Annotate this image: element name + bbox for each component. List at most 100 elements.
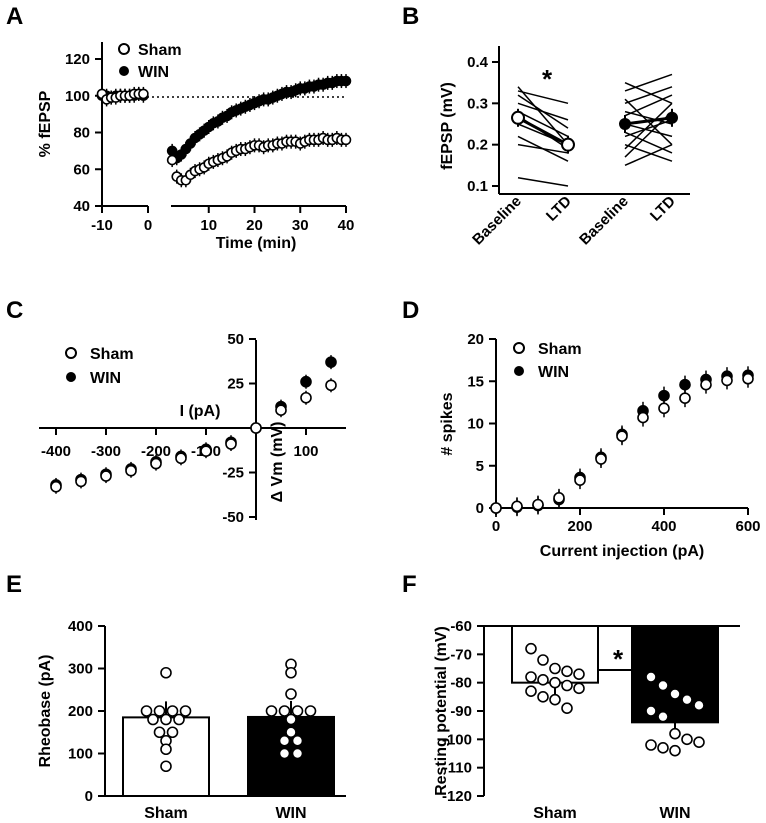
b-sham-pair-line	[517, 94, 569, 129]
c-legend-sham: Sham	[90, 346, 134, 363]
f-data-point	[657, 742, 669, 754]
c-x-tick-label: -200	[141, 443, 171, 460]
d-point-sham	[616, 430, 628, 442]
a-x-tick-label: 20	[246, 217, 263, 234]
e-data-point	[160, 760, 172, 773]
e-data-point	[278, 705, 291, 717]
f-data-point	[561, 702, 573, 714]
b-sham-mean-line	[517, 116, 569, 146]
b-sham-pair-line	[517, 90, 569, 105]
f-data-point	[645, 739, 657, 751]
f-category-sham: Sham	[533, 805, 577, 822]
f-data-point	[573, 682, 585, 695]
c-point-sham	[200, 445, 212, 457]
a-point-win	[340, 75, 352, 87]
e-data-point	[166, 726, 179, 739]
c-point-sham	[250, 422, 262, 434]
e-data-point	[291, 747, 304, 760]
f-y-tick-label: -70	[450, 646, 472, 663]
f-data-point	[537, 654, 549, 666]
c-y-tick-label: -25	[222, 465, 244, 482]
f-data-point	[645, 671, 657, 683]
b-win-pair-line	[624, 123, 673, 138]
d-y-tick-label: 5	[476, 458, 484, 475]
d-point-win	[658, 389, 670, 402]
c-points	[50, 355, 337, 494]
f-significance-star: *	[613, 644, 624, 674]
b-sham-mean-point	[561, 137, 575, 152]
b-win-pair-line	[624, 102, 673, 150]
b-y-tick-label: 0.1	[467, 178, 488, 195]
f-data-point	[525, 685, 537, 697]
e-y-tick-label: 400	[68, 618, 93, 635]
f-data-point	[573, 668, 585, 680]
d-point-sham	[721, 374, 733, 387]
e-category-sham: Sham	[144, 805, 188, 822]
e-data-point	[140, 705, 153, 717]
e-data-point	[160, 713, 172, 726]
e-y-tick-label: 100	[68, 746, 93, 763]
f-y-label: Resting potential (mV)	[433, 626, 450, 796]
d-y-tick-label: 0	[476, 500, 484, 517]
d-legend: Sham WIN	[513, 341, 582, 381]
b-win-pair-line	[624, 86, 673, 105]
c-point-win	[300, 375, 312, 388]
panel-d: # spikes Current injection (pA) 0 5 10 15 20…	[439, 331, 761, 560]
panel-c: I (pA) Δ Vm (mV) -400-300-200-100100-50-…	[39, 331, 346, 526]
d-x-tick-label: 600	[735, 518, 760, 535]
b-sham-pair-line	[517, 86, 569, 146]
e-bar-sham	[122, 716, 210, 797]
d-legend-marker-win	[514, 366, 524, 376]
b-y-label: fEPSP (mV)	[439, 82, 456, 170]
e-data-point	[160, 666, 172, 679]
f-category-win: WIN	[659, 805, 690, 822]
c-point-sham	[325, 379, 337, 392]
panel-f: Resting potential (mV) Sham WIN * -60 -70…	[433, 618, 740, 822]
f-y-tick-label: -100	[442, 731, 472, 748]
f-data-point	[681, 693, 693, 706]
b-category-label: Baseline	[469, 193, 525, 249]
e-y-tick-label: 300	[68, 661, 93, 678]
e-data-point	[153, 726, 166, 739]
f-data-point	[537, 691, 549, 703]
d-point-sham	[700, 378, 712, 391]
a-legend: Sham WIN	[118, 42, 182, 81]
d-point-sham	[553, 492, 565, 504]
a-y-tick-label: 80	[73, 125, 90, 142]
e-data-point	[147, 713, 159, 726]
b-category-label: Baseline	[576, 193, 632, 249]
e-ticks: 0 100 200 300 400	[68, 618, 105, 805]
c-point-sham	[175, 452, 187, 465]
c-legend-win: WIN	[90, 370, 121, 387]
f-bars	[511, 625, 719, 757]
e-y-tick-label: 200	[68, 703, 93, 720]
c-legend-marker-win	[66, 372, 76, 382]
f-y-tick-label: -60	[450, 618, 472, 635]
d-y-label: # spikes	[439, 392, 456, 455]
c-legend-marker-sham	[65, 347, 77, 359]
a-x-tick-label: 10	[200, 217, 217, 234]
b-significance-star: *	[542, 64, 553, 94]
e-data-point	[291, 705, 304, 717]
b-win-pair-line	[624, 81, 673, 105]
e-data-point	[153, 705, 166, 717]
c-point-sham	[75, 475, 87, 488]
c-legend: Sham WIN	[65, 346, 134, 387]
b-win-pair-line	[624, 143, 673, 162]
f-data-point	[525, 642, 537, 655]
e-category-win: WIN	[275, 805, 306, 822]
b-y-tick-label: 0.2	[467, 137, 488, 154]
a-point-sham	[166, 154, 178, 166]
e-data-point	[285, 713, 297, 726]
c-x-label: I (pA)	[180, 403, 221, 420]
e-data-point	[285, 666, 297, 679]
f-data-point	[549, 693, 561, 706]
panel-a: % fEPSP Time (min) 40 60 80 100 120 -10 0 10 20 3…	[37, 42, 354, 252]
e-data-point	[166, 705, 179, 717]
b-win-pair-line	[624, 94, 673, 117]
c-y-tick-label: 50	[227, 331, 244, 348]
f-data-point	[537, 674, 549, 686]
a-y-label: % fEPSP	[37, 90, 54, 157]
e-data-point	[265, 705, 278, 717]
f-data-point	[669, 744, 681, 757]
